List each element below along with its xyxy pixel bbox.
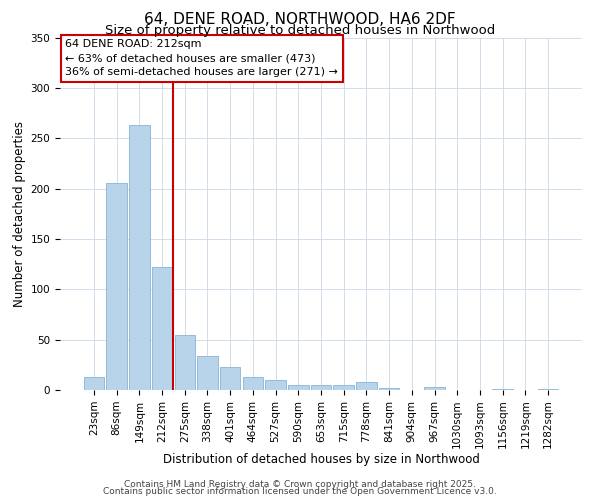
Bar bbox=[265, 380, 286, 390]
Bar bbox=[129, 125, 149, 390]
Bar bbox=[242, 377, 263, 390]
Bar bbox=[311, 385, 331, 390]
Text: Contains HM Land Registry data © Crown copyright and database right 2025.: Contains HM Land Registry data © Crown c… bbox=[124, 480, 476, 489]
Bar bbox=[356, 382, 377, 390]
Bar bbox=[424, 387, 445, 390]
Text: 64 DENE ROAD: 212sqm
← 63% of detached houses are smaller (473)
36% of semi-deta: 64 DENE ROAD: 212sqm ← 63% of detached h… bbox=[65, 40, 338, 78]
Y-axis label: Number of detached properties: Number of detached properties bbox=[13, 120, 26, 306]
Bar bbox=[288, 385, 308, 390]
Bar bbox=[152, 267, 172, 390]
Bar bbox=[220, 367, 241, 390]
Bar bbox=[106, 182, 127, 390]
Text: Contains public sector information licensed under the Open Government Licence v3: Contains public sector information licen… bbox=[103, 488, 497, 496]
Bar bbox=[197, 356, 218, 390]
X-axis label: Distribution of detached houses by size in Northwood: Distribution of detached houses by size … bbox=[163, 452, 479, 466]
Text: Size of property relative to detached houses in Northwood: Size of property relative to detached ho… bbox=[105, 24, 495, 37]
Bar bbox=[175, 334, 195, 390]
Bar bbox=[538, 389, 558, 390]
Bar bbox=[84, 377, 104, 390]
Bar bbox=[334, 385, 354, 390]
Text: 64, DENE ROAD, NORTHWOOD, HA6 2DF: 64, DENE ROAD, NORTHWOOD, HA6 2DF bbox=[144, 12, 456, 28]
Bar bbox=[379, 388, 400, 390]
Bar bbox=[493, 389, 513, 390]
